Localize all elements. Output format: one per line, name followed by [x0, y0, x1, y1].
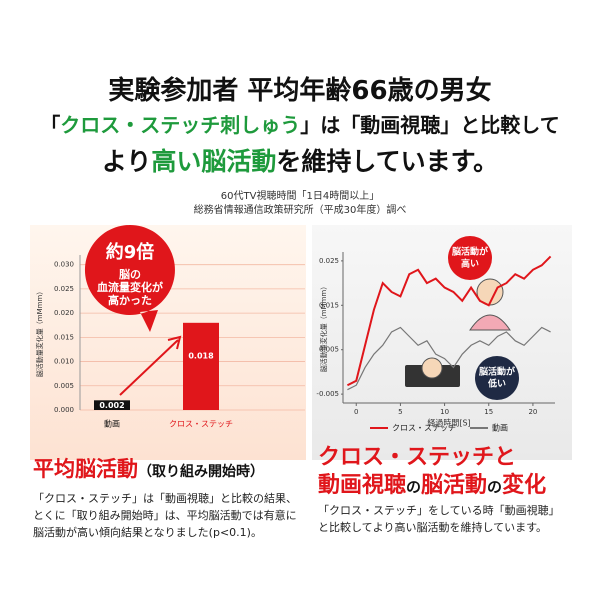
series-line	[346, 255, 552, 387]
arrow	[119, 335, 182, 396]
y-tick-label: 0.020	[54, 309, 74, 317]
x-tick-label: クロス・ステッチ	[169, 420, 233, 429]
callout-text: 血流量変化が	[97, 280, 163, 294]
caption-title-line: 動画視聴の脳活動の変化	[318, 472, 546, 501]
person-illustration	[405, 278, 511, 387]
y-tick-label: 0.005	[319, 346, 339, 354]
text-segment: 動画視聴	[318, 473, 407, 498]
y-tick-label: 0.000	[54, 406, 74, 414]
y-tick-label: 0.025	[319, 257, 339, 265]
annotation-text: 低い	[487, 378, 506, 390]
y-tick-label: 0.025	[54, 285, 74, 293]
annotation-bubble	[475, 356, 519, 400]
legend-label: 動画	[492, 424, 508, 433]
x-axis-label: 経過時間[S]	[427, 418, 470, 428]
legend-label: クロス・ステッチ	[392, 424, 456, 433]
headline: 実験参加者 平均年齢66歳の男女	[108, 76, 492, 106]
text-segment: より	[101, 147, 152, 176]
x-tick-label: 0	[354, 408, 358, 416]
callout-text: 脳の	[119, 268, 141, 281]
series-line	[347, 326, 551, 391]
text-segment: 」は「	[300, 113, 361, 137]
text-segment: クロス・ステッチと	[318, 445, 517, 470]
caption-text: 「クロス・ステッチ」をしている時「動画視聴」と比較してより高い脳活動を維持してい…	[318, 504, 560, 534]
text-segment: 変化	[502, 473, 547, 498]
x-tick-label: 5	[398, 408, 402, 416]
text-segment: 「	[40, 113, 61, 137]
headline: より高い脳活動を維持しています。	[0, 142, 600, 178]
value-label: 0.002	[99, 401, 124, 410]
caption-text: 「クロス・ステッチ」は「動画視聴」と比較の結果、とくに「取り組み開始時」は、平均…	[33, 492, 297, 539]
text-segment: 高い脳活動	[151, 147, 277, 176]
text-segment: 動画視聴	[360, 113, 441, 137]
text-segment: を維持しています。	[276, 147, 499, 176]
annotation-text: 脳活動が	[478, 366, 516, 378]
annotation-text: 脳活動が	[451, 246, 489, 258]
value-label: 0.018	[188, 351, 214, 360]
text-segment: の	[406, 478, 422, 496]
x-tick-label: 20	[528, 408, 537, 416]
caption-subtitle: （取り組み開始時）	[138, 464, 264, 480]
y-tick-label: 0.015	[54, 333, 74, 341]
y-axis-label: 脳活動量変化量（mMmm）	[35, 288, 44, 378]
caption-title-text: 平均脳活動	[33, 457, 138, 481]
y-tick-label: 0.030	[54, 261, 74, 269]
source-line: 総務省情報通信政策研究所（平成30年度）調べ	[193, 205, 407, 216]
text-segment: 」と比較して	[440, 113, 560, 137]
text-segment: の	[487, 478, 503, 496]
source-line: 60代TV視聴時間「1日4時間以上」	[220, 191, 380, 202]
right-panel	[312, 225, 572, 460]
annotation-text: 高い	[461, 258, 479, 270]
text-segment: クロス・ステッチ刺しゅう	[60, 113, 301, 137]
callout-bubble	[84, 225, 175, 332]
callout-text: 高かった	[108, 293, 152, 307]
caption-title-line: クロス・ステッチと	[318, 444, 546, 472]
callout-text: 約9倍	[106, 241, 155, 263]
caption-title: 平均脳活動（取り組み開始時）	[33, 453, 264, 483]
annotation-bubble	[448, 236, 492, 280]
y-tick-label: -0.005	[316, 390, 339, 398]
bar	[94, 400, 130, 410]
caption-title: クロス・ステッチと 動画視聴の脳活動の変化	[318, 444, 546, 501]
x-tick-label: 15	[484, 408, 493, 416]
headline: 「クロス・ステッチ刺しゅう」は「動画視聴」と比較して	[0, 109, 600, 138]
x-tick-label: 動画	[104, 420, 120, 429]
y-axis-label: 脳活動量変化量（mMmm）	[319, 283, 328, 373]
bar	[183, 322, 219, 410]
y-tick-label: 0.015	[319, 301, 339, 309]
y-tick-label: 0.010	[54, 358, 74, 366]
source: 60代TV視聴時間「1日4時間以上」 総務省情報通信政策研究所（平成30年度）調…	[150, 190, 450, 218]
y-tick-label: 0.005	[54, 382, 74, 390]
text-segment: 脳活動	[421, 473, 488, 498]
x-tick-label: 10	[440, 408, 449, 416]
